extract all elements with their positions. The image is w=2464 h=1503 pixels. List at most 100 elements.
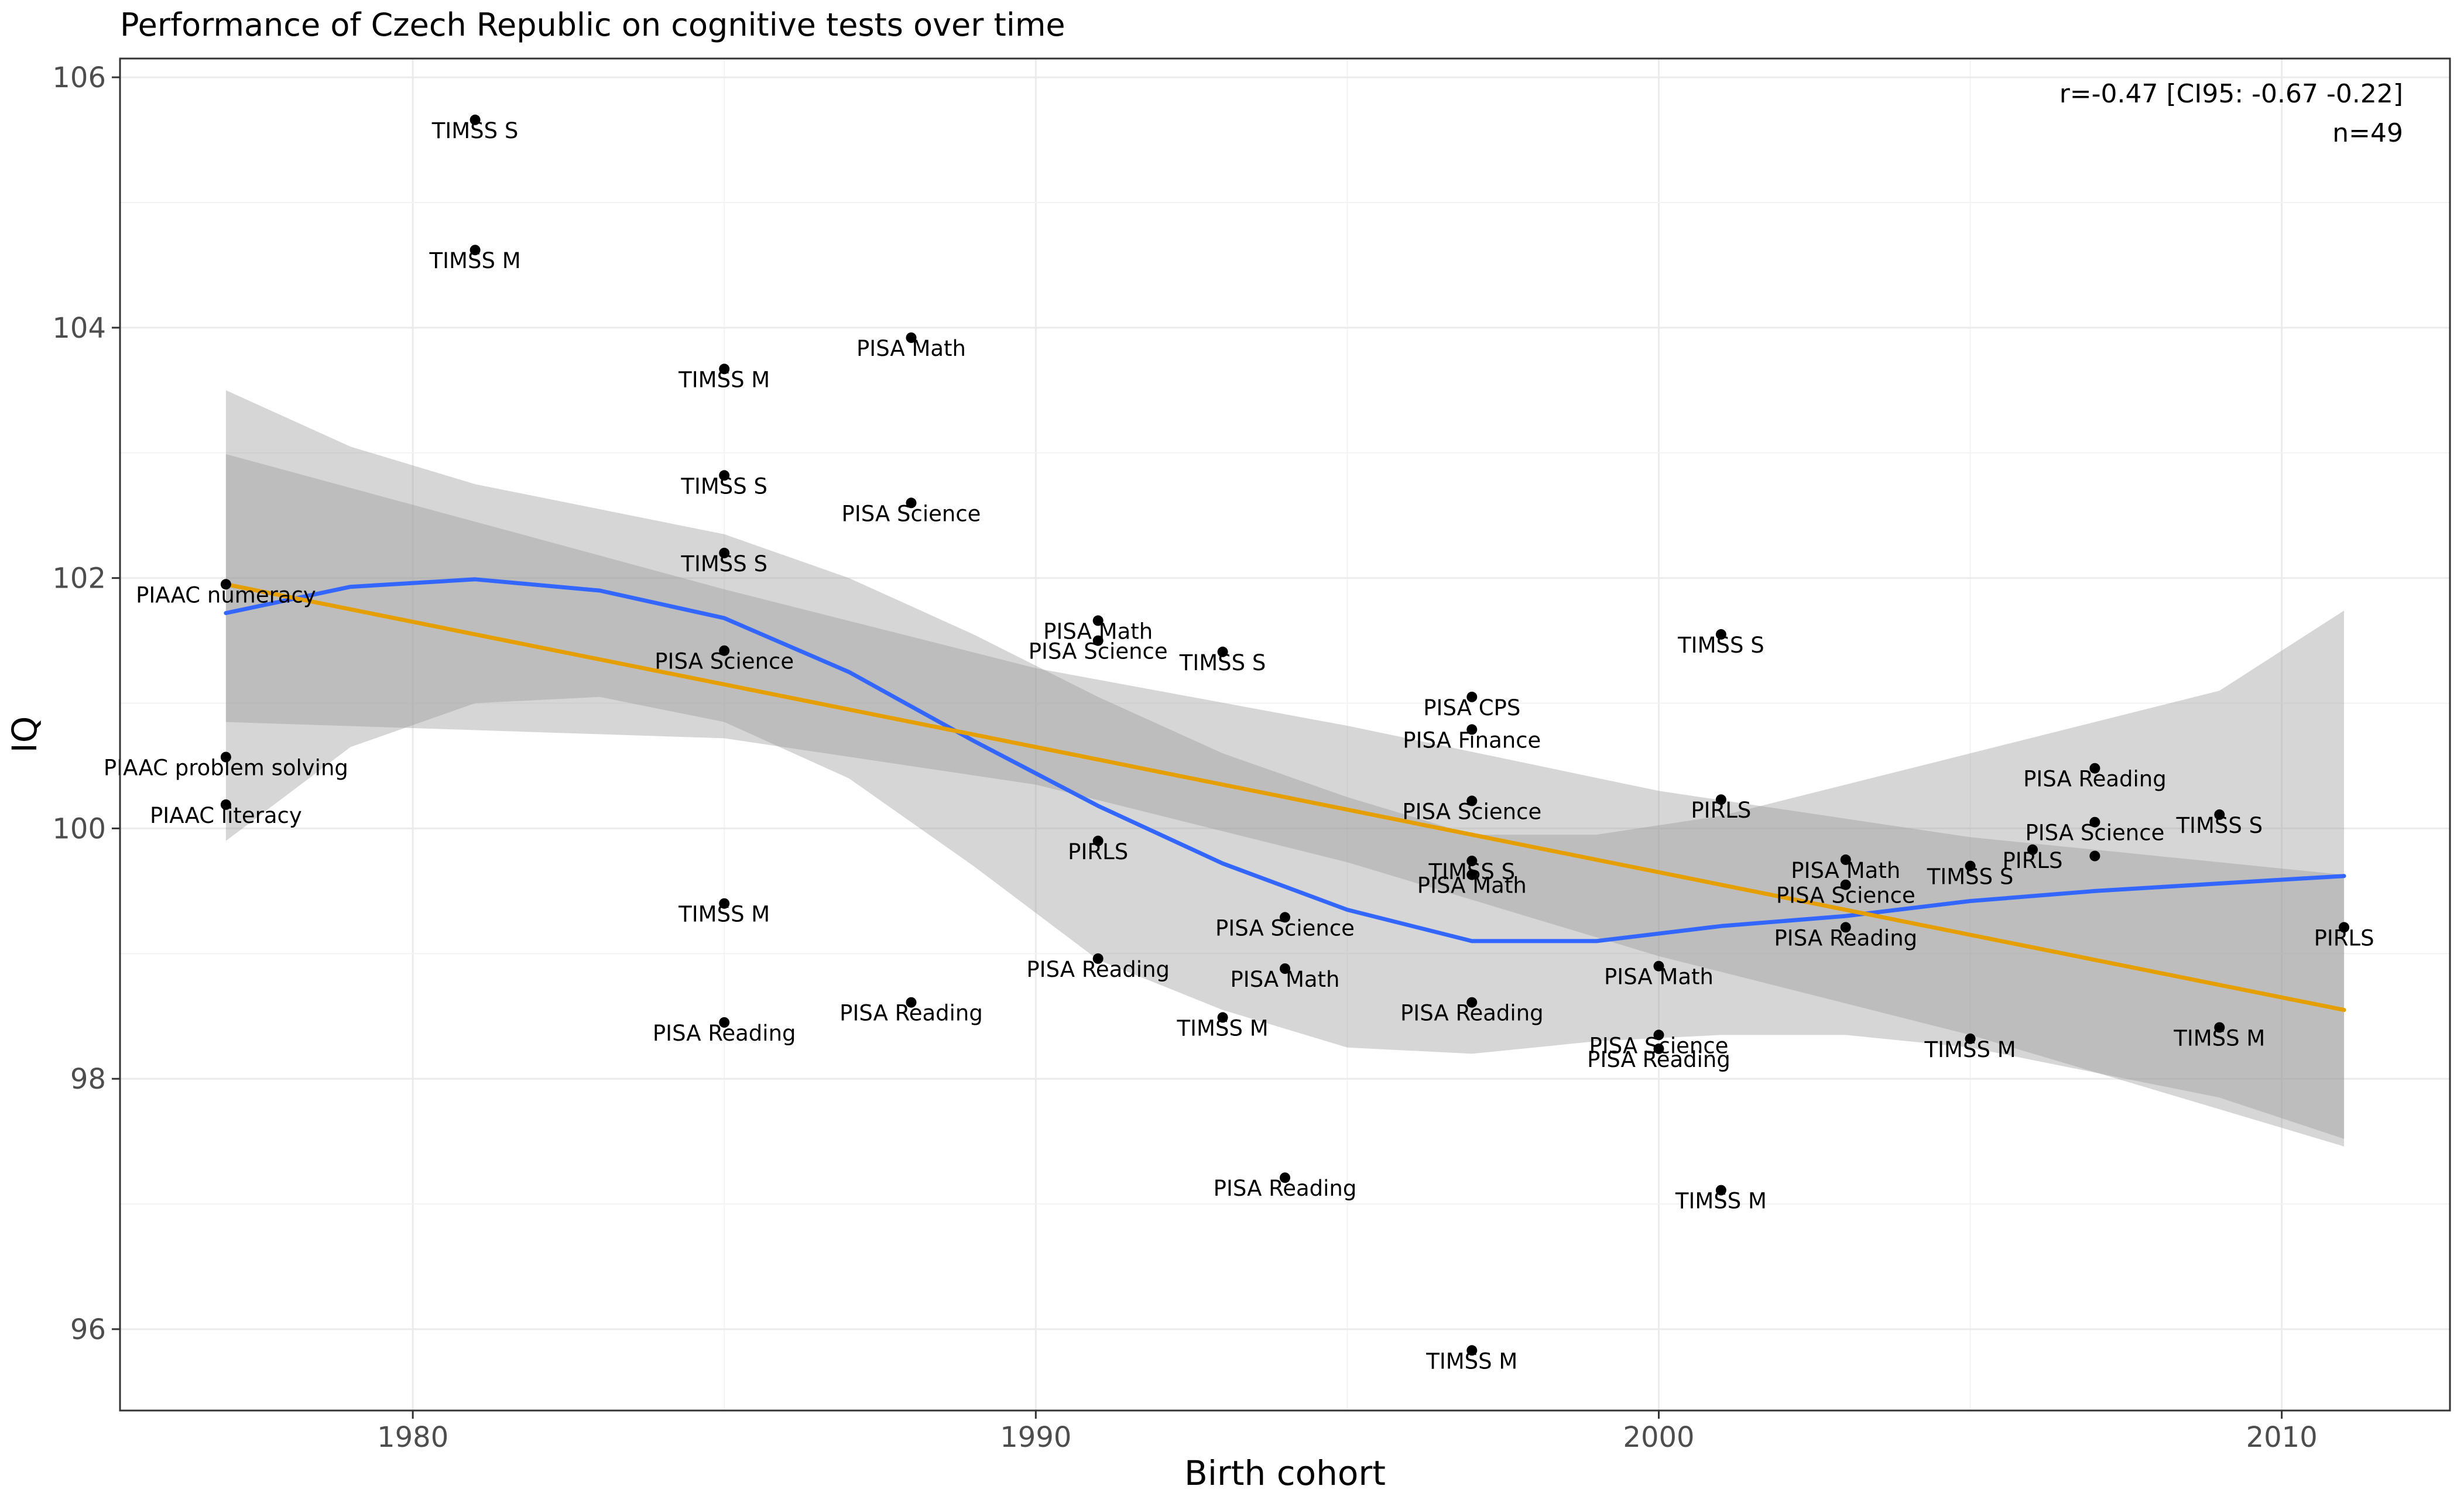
point-labels: PIAAC numeracy PIAAC problem solving PIAAC… bbox=[104, 118, 2374, 1374]
y-axis-title: IQ bbox=[5, 716, 44, 753]
data-point bbox=[1466, 691, 1478, 702]
data-point bbox=[220, 579, 231, 590]
data-point bbox=[906, 332, 917, 343]
linear-fit-line bbox=[224, 582, 2346, 1013]
data-point-label: TIMSS M bbox=[1177, 1015, 1269, 1041]
x-axis: 1980 1990 2000 2010 bbox=[377, 1411, 2318, 1454]
data-point-label: TIMSS M bbox=[1675, 1189, 1767, 1214]
data-point-label: TIMSS S bbox=[1927, 864, 2014, 890]
data-point-label: PIAAC literacy bbox=[150, 803, 302, 828]
y-tick-label: 106 bbox=[52, 61, 106, 94]
data-point-label: PISA Math bbox=[856, 336, 966, 361]
data-point-label: PISA Math bbox=[1604, 965, 1714, 990]
data-point bbox=[1092, 615, 1104, 626]
data-point-label: PISA Reading bbox=[2023, 767, 2167, 792]
y-axis: 96 98 100 102 104 106 bbox=[52, 61, 120, 1346]
data-point-label: PISA Math bbox=[1791, 858, 1900, 883]
x-tick-label: 2010 bbox=[2246, 1421, 2318, 1454]
data-point-label: PISA Science bbox=[1029, 639, 1168, 664]
plot-panel-background bbox=[120, 59, 2450, 1411]
x-tick-label: 2000 bbox=[1623, 1421, 1694, 1454]
data-point bbox=[719, 547, 730, 558]
data-point-label: TIMSS S bbox=[1677, 633, 1764, 658]
data-point bbox=[719, 470, 730, 481]
data-point bbox=[1280, 912, 1290, 923]
data-point-label: PISA Science bbox=[1215, 915, 1355, 941]
data-point bbox=[1715, 794, 1726, 805]
data-point bbox=[1840, 854, 1851, 865]
data-point-label: TIMSS S bbox=[431, 118, 519, 143]
data-point-label: PIRLS bbox=[2002, 848, 2062, 873]
correlation-annotation: r=-0.47 [CI95: -0.67 -0.22] bbox=[2059, 79, 2403, 109]
chart-title: Performance of Czech Republic on cogniti… bbox=[120, 6, 1065, 43]
data-point bbox=[719, 898, 730, 909]
data-point bbox=[719, 1017, 730, 1028]
data-point-label: PISA Math bbox=[1417, 873, 1527, 898]
data-point-label: PIRLS bbox=[1068, 839, 1128, 864]
data-point-label: PIAAC problem solving bbox=[104, 756, 348, 781]
data-point-label: TIMSS M bbox=[1924, 1037, 2016, 1062]
data-point-label: PIRLS bbox=[2314, 925, 2374, 950]
data-point-label: TIMSS M bbox=[2173, 1026, 2265, 1051]
x-tick-label: 1990 bbox=[1000, 1421, 1071, 1454]
data-point-label: TIMSS S bbox=[1428, 859, 1515, 884]
data-point-label: PISA Reading bbox=[653, 1021, 796, 1046]
data-point bbox=[1715, 629, 1726, 640]
data-point bbox=[1092, 635, 1104, 646]
data-point bbox=[1466, 997, 1478, 1008]
data-point bbox=[1965, 860, 1976, 871]
data-point-label: TIMSS M bbox=[678, 367, 770, 392]
data-point-label: TIMSS M bbox=[429, 248, 521, 273]
data-point bbox=[1092, 835, 1104, 846]
data-point-label: TIMSS S bbox=[680, 473, 767, 499]
data-point bbox=[719, 645, 730, 656]
data-point-label: PISA Science bbox=[2025, 821, 2164, 846]
data-point-label: TIMSS M bbox=[1425, 1348, 1517, 1374]
fit-lines bbox=[224, 577, 2346, 1013]
data-point-label: TIMSS M bbox=[678, 902, 770, 927]
y-tick-label: 96 bbox=[70, 1313, 106, 1346]
data-point bbox=[1965, 1033, 1976, 1044]
data-point bbox=[1466, 795, 1478, 807]
y-tick-label: 104 bbox=[52, 312, 106, 345]
data-point-label: PISA Math bbox=[1043, 619, 1153, 644]
data-point-label: PISA Reading bbox=[1400, 1001, 1544, 1026]
data-point-label: PISA Science bbox=[1402, 799, 1541, 824]
data-point bbox=[1466, 856, 1478, 866]
data-point-label: TIMSS S bbox=[2175, 813, 2263, 838]
data-point bbox=[1653, 960, 1664, 972]
x-tick-label: 1980 bbox=[377, 1421, 448, 1454]
linear-confidence-band bbox=[225, 454, 2345, 1147]
data-point bbox=[2089, 816, 2100, 828]
data-point bbox=[1715, 1185, 1726, 1196]
data-point-label: PISA CPS bbox=[1423, 695, 1520, 720]
data-point bbox=[1840, 879, 1851, 890]
data-point bbox=[1217, 646, 1228, 657]
data-point bbox=[2214, 1022, 2225, 1033]
plot-panel-border bbox=[119, 57, 2451, 1412]
data-point-label: PISA Science bbox=[1776, 883, 1915, 908]
data-points bbox=[220, 114, 2350, 1356]
y-tick-label: 100 bbox=[52, 812, 106, 845]
data-point bbox=[1840, 922, 1851, 933]
data-point-label: PISA Science bbox=[842, 501, 981, 526]
data-point bbox=[470, 245, 481, 256]
data-point bbox=[1653, 1043, 1664, 1054]
data-point bbox=[1466, 724, 1478, 735]
data-point-label: PISA Reading bbox=[1026, 957, 1170, 982]
sample-size-annotation: n=49 bbox=[2332, 118, 2403, 148]
data-point-label: TIMSS S bbox=[1179, 650, 1266, 675]
data-point bbox=[1653, 1030, 1664, 1041]
data-point bbox=[906, 997, 917, 1008]
confidence-bands bbox=[225, 390, 2345, 1147]
data-point-label: PISA Reading bbox=[1214, 1176, 1357, 1201]
data-point bbox=[719, 363, 730, 375]
data-point bbox=[2339, 922, 2350, 933]
data-point bbox=[2214, 809, 2225, 820]
data-point bbox=[220, 799, 231, 810]
data-point bbox=[2027, 844, 2038, 855]
data-point bbox=[1466, 1345, 1478, 1356]
data-point-label: TIMSS S bbox=[680, 551, 767, 577]
data-point bbox=[1280, 963, 1290, 974]
